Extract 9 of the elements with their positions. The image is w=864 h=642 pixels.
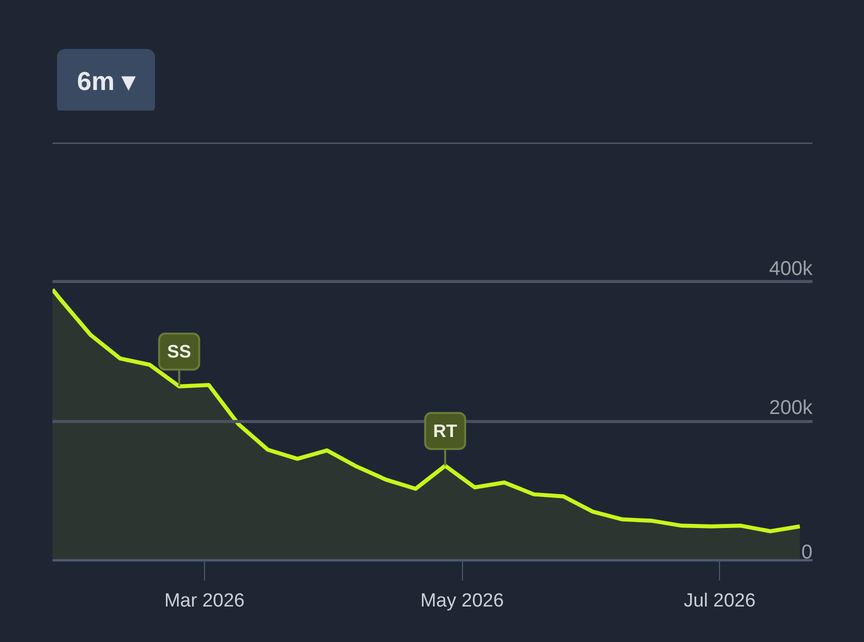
x-tick-label: May 2026 [420,590,504,612]
y-tick-label: 200k [769,397,814,420]
y-tick-label: 400k [769,258,814,280]
annotation: RT [433,421,458,442]
annotation: SS [167,342,192,362]
y-tick-label: 0 [801,542,812,564]
text: 6m ▾ [57,49,155,114]
x-tick-label: Jul 2026 [684,590,756,612]
x-tick-label: Mar 2026 [164,590,245,612]
